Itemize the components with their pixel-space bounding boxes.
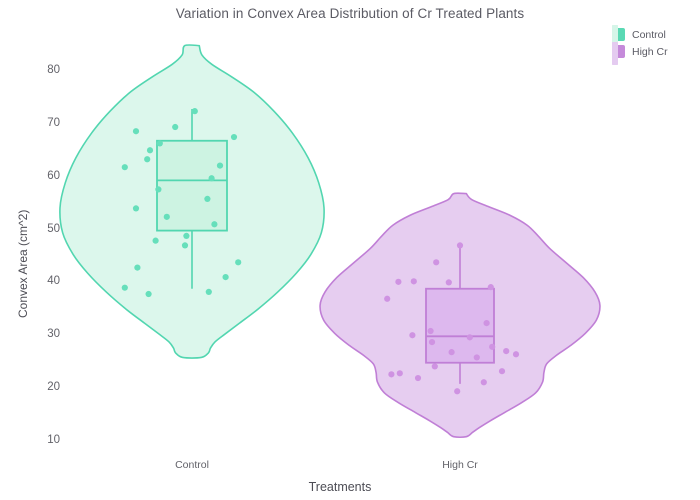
y-tick-30: 30 — [47, 328, 60, 341]
legend-item-control[interactable]: Control — [612, 25, 668, 48]
box-1[interactable] — [425, 287, 495, 364]
data-point[interactable] — [172, 123, 179, 131]
data-point[interactable] — [409, 332, 416, 339]
y-tick-70: 70 — [47, 116, 60, 129]
data-point[interactable] — [512, 351, 520, 358]
data-point[interactable] — [427, 327, 434, 335]
x-tick-control: Control — [175, 459, 209, 471]
data-point[interactable] — [473, 354, 480, 361]
data-point[interactable] — [183, 232, 190, 239]
data-point[interactable] — [489, 343, 496, 350]
data-point[interactable] — [388, 371, 395, 378]
legend-label-control: Control — [632, 28, 666, 41]
y-tick-60: 60 — [47, 169, 60, 182]
data-point[interactable] — [428, 339, 436, 346]
x-axis-title: Treatments — [308, 480, 372, 494]
y-tick-50: 50 — [47, 222, 60, 235]
y-tick-20: 20 — [47, 381, 60, 394]
y-tick-10: 10 — [47, 434, 60, 446]
data-point[interactable] — [456, 242, 464, 249]
data-point[interactable] — [121, 164, 128, 171]
legend-label-high-cr: High Cr — [632, 45, 668, 58]
data-point[interactable] — [483, 319, 490, 327]
data-point[interactable] — [181, 242, 189, 249]
data-point[interactable] — [448, 349, 455, 356]
data-point[interactable] — [431, 363, 438, 370]
data-point[interactable] — [146, 147, 154, 154]
violin-group-high-cr — [319, 192, 601, 439]
legend-swatch-high-cr — [612, 42, 625, 65]
x-tick-high-cr: High Cr — [442, 459, 478, 471]
data-point[interactable] — [498, 368, 506, 375]
data-point[interactable] — [145, 290, 152, 298]
data-point[interactable] — [155, 186, 162, 193]
data-point[interactable] — [132, 128, 140, 135]
data-point[interactable] — [454, 388, 461, 395]
data-point[interactable] — [433, 259, 440, 266]
data-point[interactable] — [445, 279, 452, 286]
data-point[interactable] — [204, 195, 211, 202]
data-point[interactable] — [156, 140, 163, 147]
legend-swatch-control — [612, 25, 625, 48]
data-point[interactable] — [134, 264, 141, 271]
data-point[interactable] — [384, 295, 391, 302]
data-point[interactable] — [152, 237, 159, 244]
data-point[interactable] — [414, 374, 422, 382]
data-point[interactable] — [144, 156, 151, 163]
data-point[interactable] — [480, 379, 487, 386]
data-point[interactable] — [211, 221, 218, 228]
data-point[interactable] — [235, 259, 242, 266]
y-tick-40: 40 — [47, 275, 60, 288]
data-point[interactable] — [222, 274, 229, 281]
data-point[interactable] — [208, 175, 215, 182]
data-point[interactable] — [191, 108, 198, 115]
data-point[interactable] — [205, 288, 212, 296]
data-point[interactable] — [132, 205, 140, 212]
data-point[interactable] — [163, 213, 170, 220]
violin-group-control — [59, 44, 325, 359]
legend-item-high-cr[interactable]: High Cr — [612, 42, 668, 65]
chart-title: Variation in Convex Area Distribution of… — [175, 6, 525, 21]
data-point[interactable] — [396, 370, 403, 377]
data-point[interactable] — [230, 133, 238, 141]
data-point[interactable] — [503, 348, 510, 355]
legend: Control High Cr — [612, 25, 668, 65]
data-point[interactable] — [466, 334, 473, 341]
data-point[interactable] — [410, 278, 417, 285]
data-point[interactable] — [395, 278, 402, 285]
data-point[interactable] — [487, 284, 494, 291]
data-point[interactable] — [216, 162, 224, 169]
y-tick-80: 80 — [47, 64, 60, 77]
data-point[interactable] — [121, 284, 128, 291]
